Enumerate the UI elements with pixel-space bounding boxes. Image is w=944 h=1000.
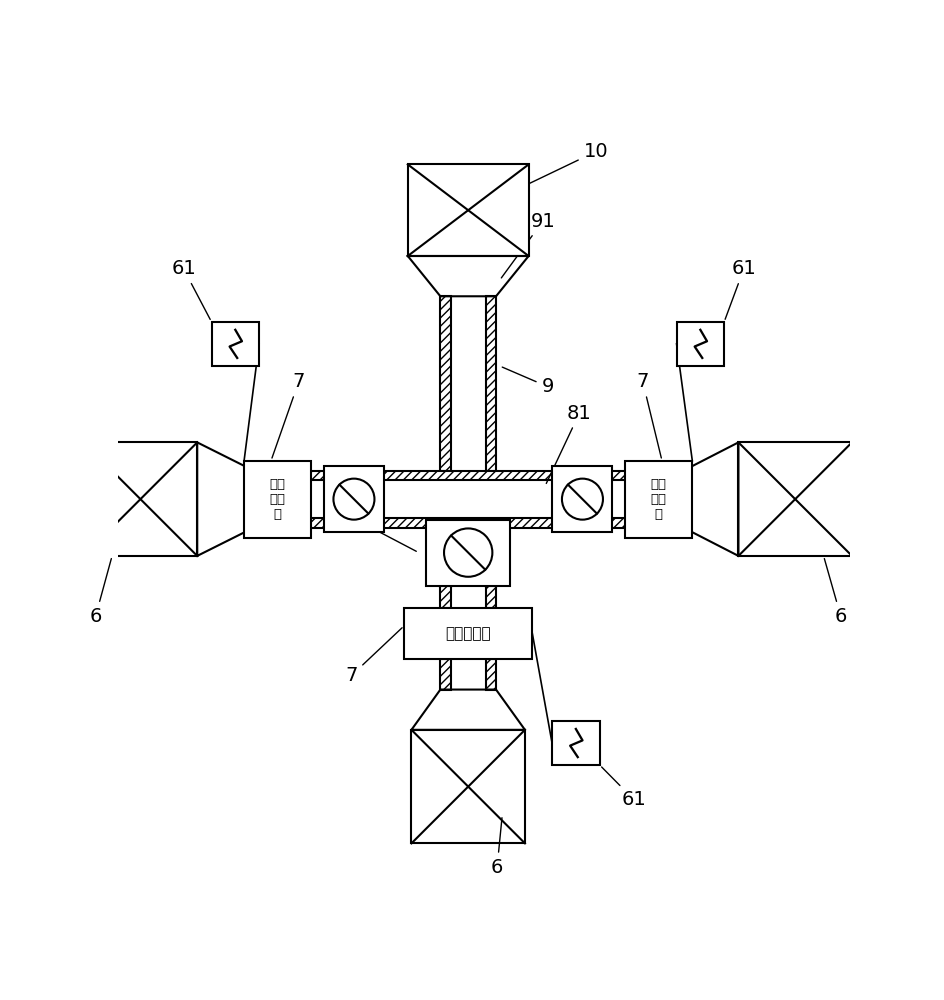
- Bar: [253, 480, 683, 518]
- Circle shape: [444, 528, 492, 577]
- Text: 风量
调节
阀: 风量 调节 阀: [649, 478, 666, 521]
- Text: 6: 6: [823, 559, 846, 626]
- Bar: [84, 442, 197, 556]
- Bar: [426, 520, 510, 586]
- Text: 10: 10: [523, 142, 608, 186]
- Bar: [552, 466, 612, 532]
- Bar: [411, 730, 525, 843]
- Text: 6: 6: [490, 818, 503, 877]
- Polygon shape: [408, 256, 528, 296]
- Bar: [676, 322, 723, 366]
- Circle shape: [333, 479, 374, 520]
- Bar: [253, 518, 683, 528]
- Text: 8: 8: [360, 516, 416, 551]
- Bar: [408, 164, 528, 256]
- Bar: [485, 659, 496, 690]
- Bar: [440, 586, 450, 608]
- Bar: [450, 296, 485, 471]
- Bar: [485, 528, 496, 587]
- Bar: [440, 528, 450, 587]
- Text: 风量调节阀: 风量调节阀: [445, 626, 491, 641]
- Bar: [211, 322, 259, 366]
- Bar: [440, 659, 450, 690]
- Circle shape: [562, 479, 602, 520]
- Bar: [253, 471, 683, 480]
- Text: 61: 61: [171, 259, 210, 319]
- Polygon shape: [197, 442, 253, 556]
- Bar: [450, 528, 485, 587]
- Bar: [624, 461, 692, 538]
- Bar: [324, 466, 383, 532]
- Text: 风量
调节
阀: 风量 调节 阀: [269, 478, 285, 521]
- Bar: [404, 608, 531, 659]
- Polygon shape: [683, 442, 737, 556]
- Text: 81: 81: [546, 404, 591, 483]
- Text: 91: 91: [501, 212, 555, 278]
- Bar: [485, 586, 496, 608]
- Bar: [450, 659, 485, 690]
- Text: 61: 61: [601, 767, 646, 809]
- Bar: [450, 586, 485, 608]
- Bar: [244, 461, 312, 538]
- Polygon shape: [411, 690, 525, 730]
- Bar: [440, 296, 450, 471]
- Bar: [485, 296, 496, 471]
- Bar: [551, 721, 599, 765]
- Text: 6: 6: [90, 559, 111, 626]
- Bar: [737, 442, 851, 556]
- Text: 7: 7: [272, 372, 305, 458]
- Text: 9: 9: [501, 367, 553, 396]
- Text: 61: 61: [724, 259, 755, 319]
- Text: 7: 7: [636, 372, 661, 458]
- Text: 7: 7: [346, 628, 402, 685]
